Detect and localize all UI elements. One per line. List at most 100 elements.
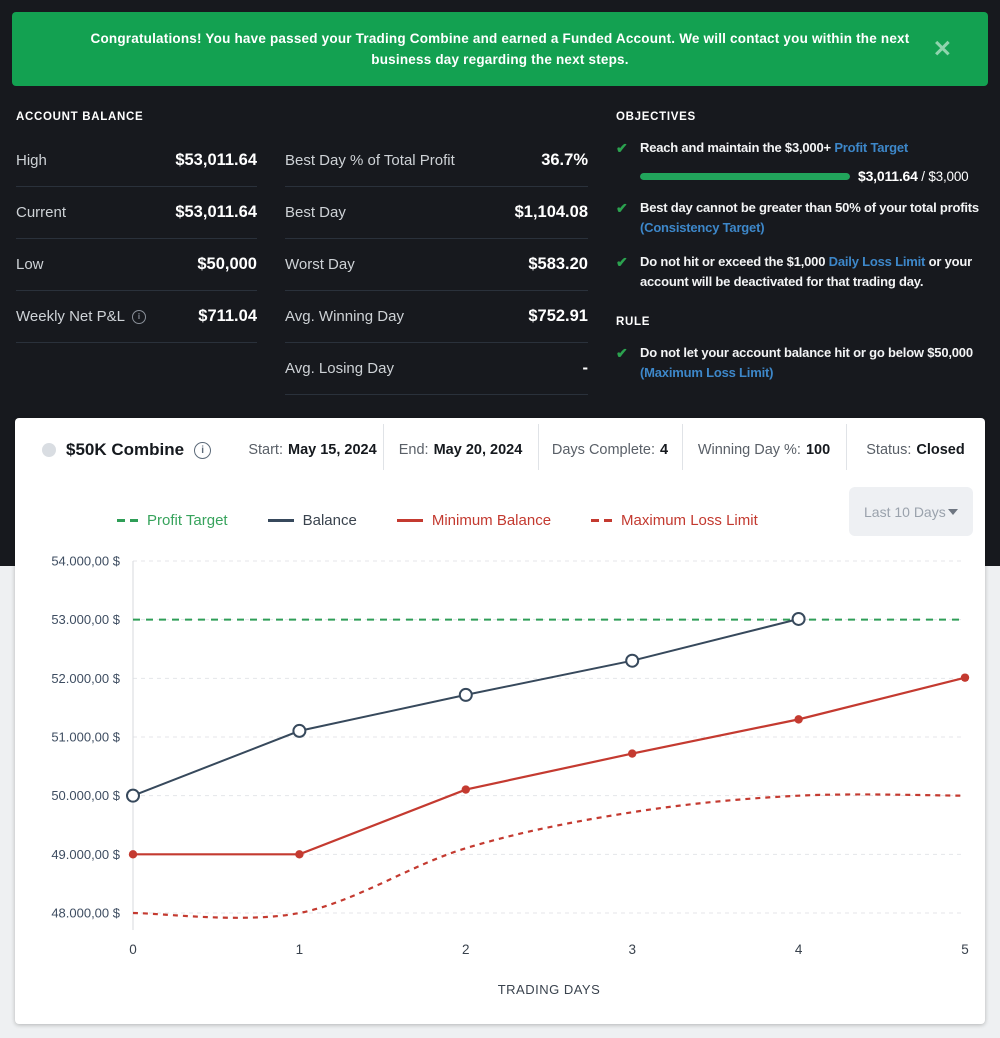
y-tick-label: 51.000,00 $ xyxy=(51,730,120,745)
check-icon: ✔ xyxy=(616,140,628,156)
legend-item-profit-target[interactable]: Profit Target xyxy=(117,512,228,529)
rule-title: RULE xyxy=(616,316,651,328)
legend-item-maximum-loss-limit[interactable]: Maximum Loss Limit xyxy=(591,512,758,529)
legend-item-balance[interactable]: Balance xyxy=(267,512,357,529)
y-tick-label: 54.000,00 $ xyxy=(51,554,120,569)
stat-value: $53,011.64 xyxy=(175,151,257,169)
info-icon[interactable] xyxy=(194,441,212,459)
objectives-section: OBJECTIVES ✔ Reach and maintain the $3,00… xyxy=(616,111,988,383)
objective-item: ✔ Best day cannot be greater than 50% of … xyxy=(616,198,988,238)
header-stat-label: Days Complete: xyxy=(551,442,656,458)
legend-swatch xyxy=(117,519,138,522)
stat-row: Avg. Losing Day - xyxy=(285,343,588,395)
objective-link[interactable]: Profit Target xyxy=(834,140,909,155)
objective-text-segment: account will be deactivated for that tra… xyxy=(640,274,924,289)
marker-balance xyxy=(292,723,307,738)
stat-label-text: Weekly Net P&L xyxy=(16,308,125,325)
stat-label-text: Avg. Losing Day xyxy=(285,360,394,377)
progress-current-value: $3,011.64 xyxy=(858,168,918,184)
balance-chart: 54.000,00 $ 53.000,00 $ 52.000,00 $ 51.000,… xyxy=(51,554,970,997)
stat-row: High $53,011.64 xyxy=(16,135,257,187)
objective-text: Do not hit or exceed the $1,000 Daily Lo… xyxy=(640,252,972,292)
stat-label: Best Day xyxy=(285,204,346,221)
x-tick-label: 2 xyxy=(462,942,470,957)
check-icon: ✔ xyxy=(616,200,628,216)
progress-row: $3,011.64 / $3,000 xyxy=(640,168,988,184)
check-icon: ✔ xyxy=(616,345,628,361)
account-balance-title: ACCOUNT BALANCE xyxy=(16,111,144,123)
header-stat: Winning Day %: 100 xyxy=(682,418,846,482)
legend-label: Maximum Loss Limit xyxy=(621,512,758,529)
y-tick-label: 53.000,00 $ xyxy=(51,612,120,627)
info-icon[interactable] xyxy=(131,309,146,324)
progress-bar-fill xyxy=(640,172,850,180)
marker-minimum-balance xyxy=(960,673,970,682)
combine-title-group: $50K Combine xyxy=(15,418,242,482)
objective-link[interactable]: (Consistency Target) xyxy=(640,220,765,235)
marker-minimum-balance xyxy=(794,715,803,724)
stat-label: Worst Day xyxy=(285,256,355,273)
legend-swatch xyxy=(591,519,613,522)
objective-link[interactable]: Daily Loss Limit xyxy=(828,254,926,269)
objective-text-segment: Do not hit or exceed the $1,000 xyxy=(640,254,829,269)
y-tick-label: 49.000,00 $ xyxy=(51,847,120,862)
stat-label: Avg. Winning Day xyxy=(285,308,404,325)
stat-row: Worst Day $583.20 xyxy=(285,239,588,291)
stat-label-text: Avg. Winning Day xyxy=(285,308,404,325)
stat-row: Best Day % of Total Profit 36.7% xyxy=(285,135,588,187)
stat-row: Avg. Winning Day $752.91 xyxy=(285,291,588,343)
status-dot xyxy=(42,443,56,457)
y-tick-label: 52.000,00 $ xyxy=(51,671,120,686)
header-stat-label: End: xyxy=(398,442,429,458)
account-balance-rows: High $53,011.64 Current $53,011.64 Low $50,00… xyxy=(16,135,257,343)
header-stat-value: 4 xyxy=(660,442,669,458)
objectives-title: OBJECTIVES xyxy=(616,111,696,123)
stat-value: - xyxy=(582,359,589,377)
series-balance xyxy=(132,618,799,797)
x-tick-label: 0 xyxy=(129,942,137,957)
marker-balance xyxy=(791,611,806,626)
stat-label: Best Day % of Total Profit xyxy=(285,152,455,169)
range-filter-dropdown[interactable]: Last 10 Days xyxy=(849,487,973,536)
legend-item-minimum-balance[interactable]: Minimum Balance xyxy=(396,512,551,529)
x-tick-label: 4 xyxy=(795,942,803,957)
stat-label: Avg. Losing Day xyxy=(285,360,394,377)
combine-title: $50K Combine xyxy=(66,440,185,459)
rule-list: ✔ Do not let your account balance hit or … xyxy=(616,343,988,383)
header-stat: Start: May 15, 2024 xyxy=(242,418,383,482)
legend-swatch xyxy=(267,519,294,522)
stat-value: $711.04 xyxy=(198,307,257,325)
stat-label-text: Current xyxy=(16,204,67,221)
stat-value: $53,011.64 xyxy=(175,203,257,221)
stat-value: $1,104.08 xyxy=(514,203,588,221)
banner-message: Congratulations! You have passed your Tr… xyxy=(90,31,910,67)
x-tick-label: 3 xyxy=(628,942,636,957)
day-stats-section: Best Day % of Total Profit 36.7% Best Day $… xyxy=(285,135,588,395)
header-stat-value: 100 xyxy=(805,442,831,458)
objective-link[interactable]: (Maximum Loss Limit) xyxy=(640,365,774,380)
marker-minimum-balance xyxy=(128,850,138,859)
stat-label: Weekly Net P&L xyxy=(16,308,146,325)
stat-label-text: High xyxy=(16,152,47,169)
objective-text: Reach and maintain the $3,000+ Profit Ta… xyxy=(640,138,908,158)
stat-label-text: Worst Day xyxy=(285,256,355,273)
close-icon[interactable]: ✕ xyxy=(932,35,952,62)
stat-label: Low xyxy=(16,256,44,273)
stat-value: $752.91 xyxy=(528,307,588,325)
stat-row: Low $50,000 xyxy=(16,239,257,291)
stat-label-text: Best Day xyxy=(285,204,346,221)
check-icon: ✔ xyxy=(616,254,628,270)
range-filter-value: Last 10 Days xyxy=(864,503,946,520)
objective-text: Do not let your account balance hit or g… xyxy=(640,343,973,383)
legend-label: Balance xyxy=(302,512,357,529)
marker-minimum-balance xyxy=(628,749,637,758)
objective-item: ✔ Do not hit or exceed the $1,000 Daily L… xyxy=(616,252,988,292)
account-balance-section: ACCOUNT BALANCE High $53,011.64 Current $53… xyxy=(16,111,257,343)
stat-label-text: Low xyxy=(16,256,44,273)
objective-text-segment: or your xyxy=(925,254,973,269)
progress-text: $3,011.64 / $3,000 xyxy=(858,168,969,184)
header-stat: Status: Closed xyxy=(846,418,985,482)
progress-target-value: / $3,000 xyxy=(917,169,969,184)
